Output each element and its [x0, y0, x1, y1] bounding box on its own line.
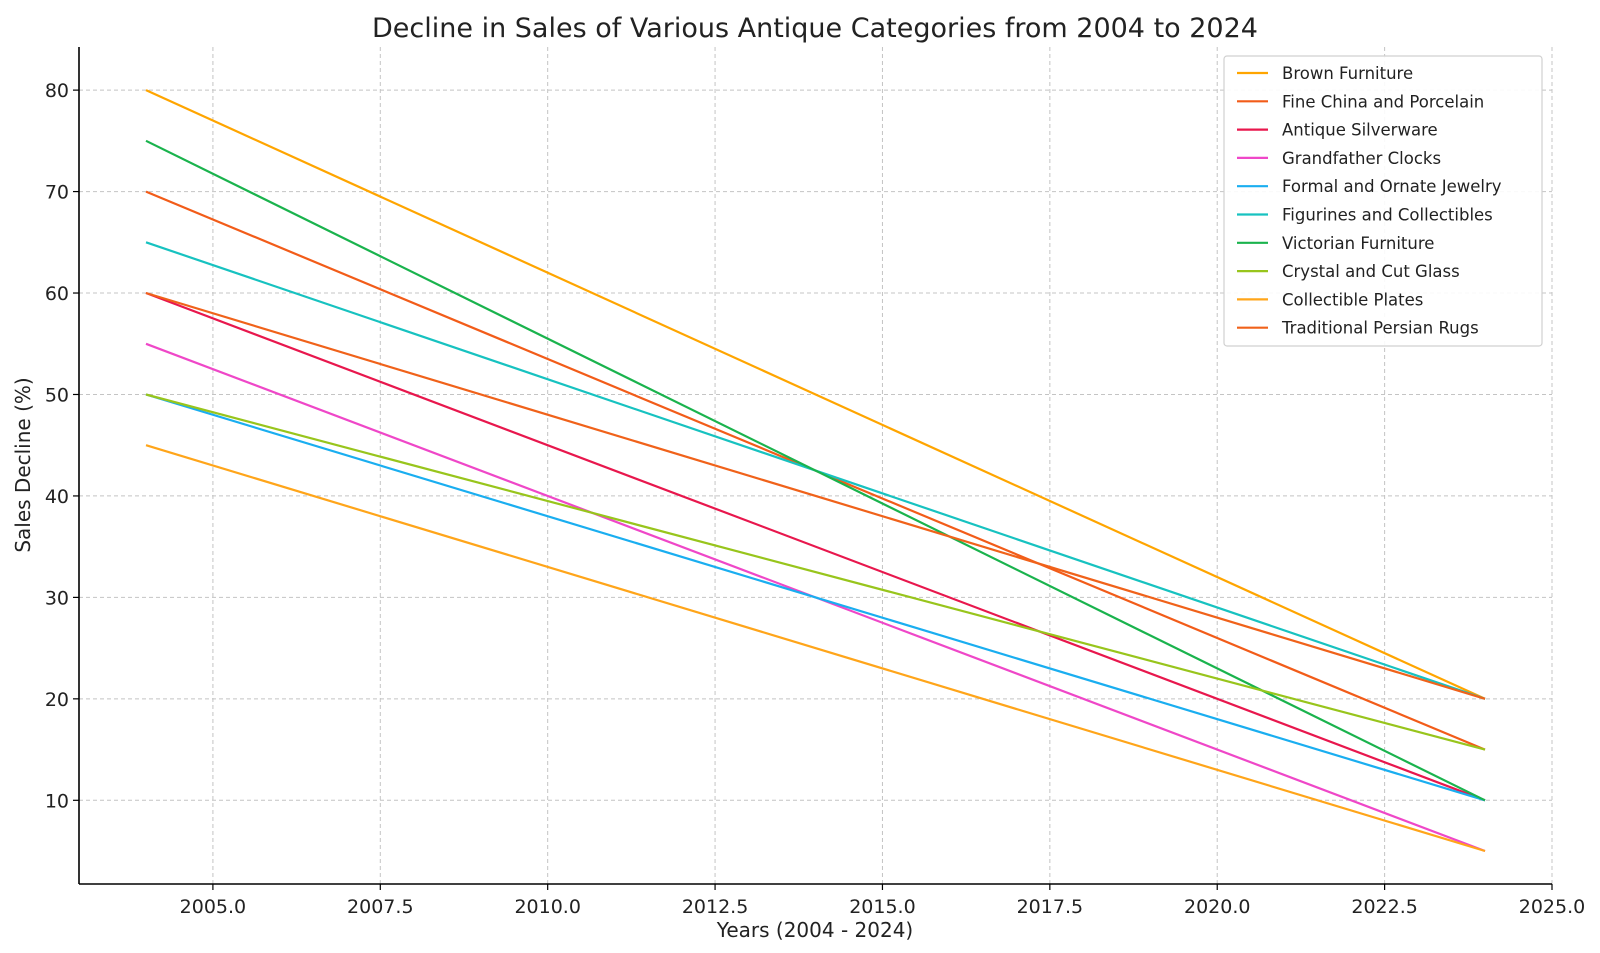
y-axis-label: Sales Decline (%) — [11, 377, 35, 552]
x-tick-label: 2012.5 — [682, 896, 748, 918]
x-tick-label: 2010.0 — [514, 896, 580, 918]
series-line-10 — [145, 291, 1486, 700]
y-tick-label: 50 — [45, 384, 69, 406]
x-tick-label: 2005.0 — [180, 896, 246, 918]
legend-label: Crystal and Cut Glass — [1282, 262, 1460, 281]
legend-label: Antique Silverware — [1282, 121, 1438, 140]
x-tick-label: 2025.0 — [1519, 896, 1585, 918]
y-tick-label: 30 — [45, 587, 69, 609]
legend-label: Fine China and Porcelain — [1282, 92, 1484, 111]
y-tick-label: 80 — [45, 80, 69, 102]
legend-items: Brown Furniture Fine China and Porcelain A… — [1237, 64, 1502, 338]
y-tick-label: 40 — [45, 486, 69, 508]
axes-layer — [78, 47, 1552, 885]
x-axis-label: Years (2004 - 2024) — [716, 918, 913, 942]
y-tick-label: 60 — [45, 283, 69, 305]
x-tick-label: 2022.5 — [1351, 896, 1417, 918]
legend-label: Traditional Persian Rugs — [1281, 319, 1479, 338]
legend-box — [1223, 55, 1543, 347]
series-line-8 — [145, 393, 1486, 751]
legend-label: Figurines and Collectibles — [1282, 206, 1493, 225]
x-tick-label: 2007.5 — [347, 896, 413, 918]
x-tick-label: 2015.0 — [849, 896, 915, 918]
series-line-5 — [145, 393, 1486, 802]
ticks-layer: 2005.0 2007.5 2010.0 2012.5 2015.0 2017.5 2020… — [45, 80, 1585, 918]
legend-label: Grandfather Clocks — [1282, 149, 1441, 168]
x-tick-label: 2017.5 — [1017, 896, 1083, 918]
series-line-9 — [145, 444, 1486, 853]
legend: Brown Furniture Fine China and Porcelain A… — [1223, 55, 1543, 347]
legend-label: Collectible Plates — [1282, 290, 1423, 309]
series-line-1 — [145, 89, 1486, 700]
legend-label: Victorian Furniture — [1282, 234, 1434, 253]
y-tick-label: 20 — [45, 689, 69, 711]
legend-label: Brown Furniture — [1282, 64, 1413, 83]
x-tick-label: 2020.0 — [1184, 896, 1250, 918]
legend-label: Formal and Ornate Jewelry — [1282, 177, 1502, 196]
chart-title: Decline in Sales of Various Antique Cate… — [372, 13, 1258, 44]
series-line-3 — [145, 291, 1486, 802]
y-tick-label: 10 — [45, 790, 69, 812]
series-layer — [145, 89, 1486, 853]
y-tick-label: 70 — [45, 182, 69, 204]
